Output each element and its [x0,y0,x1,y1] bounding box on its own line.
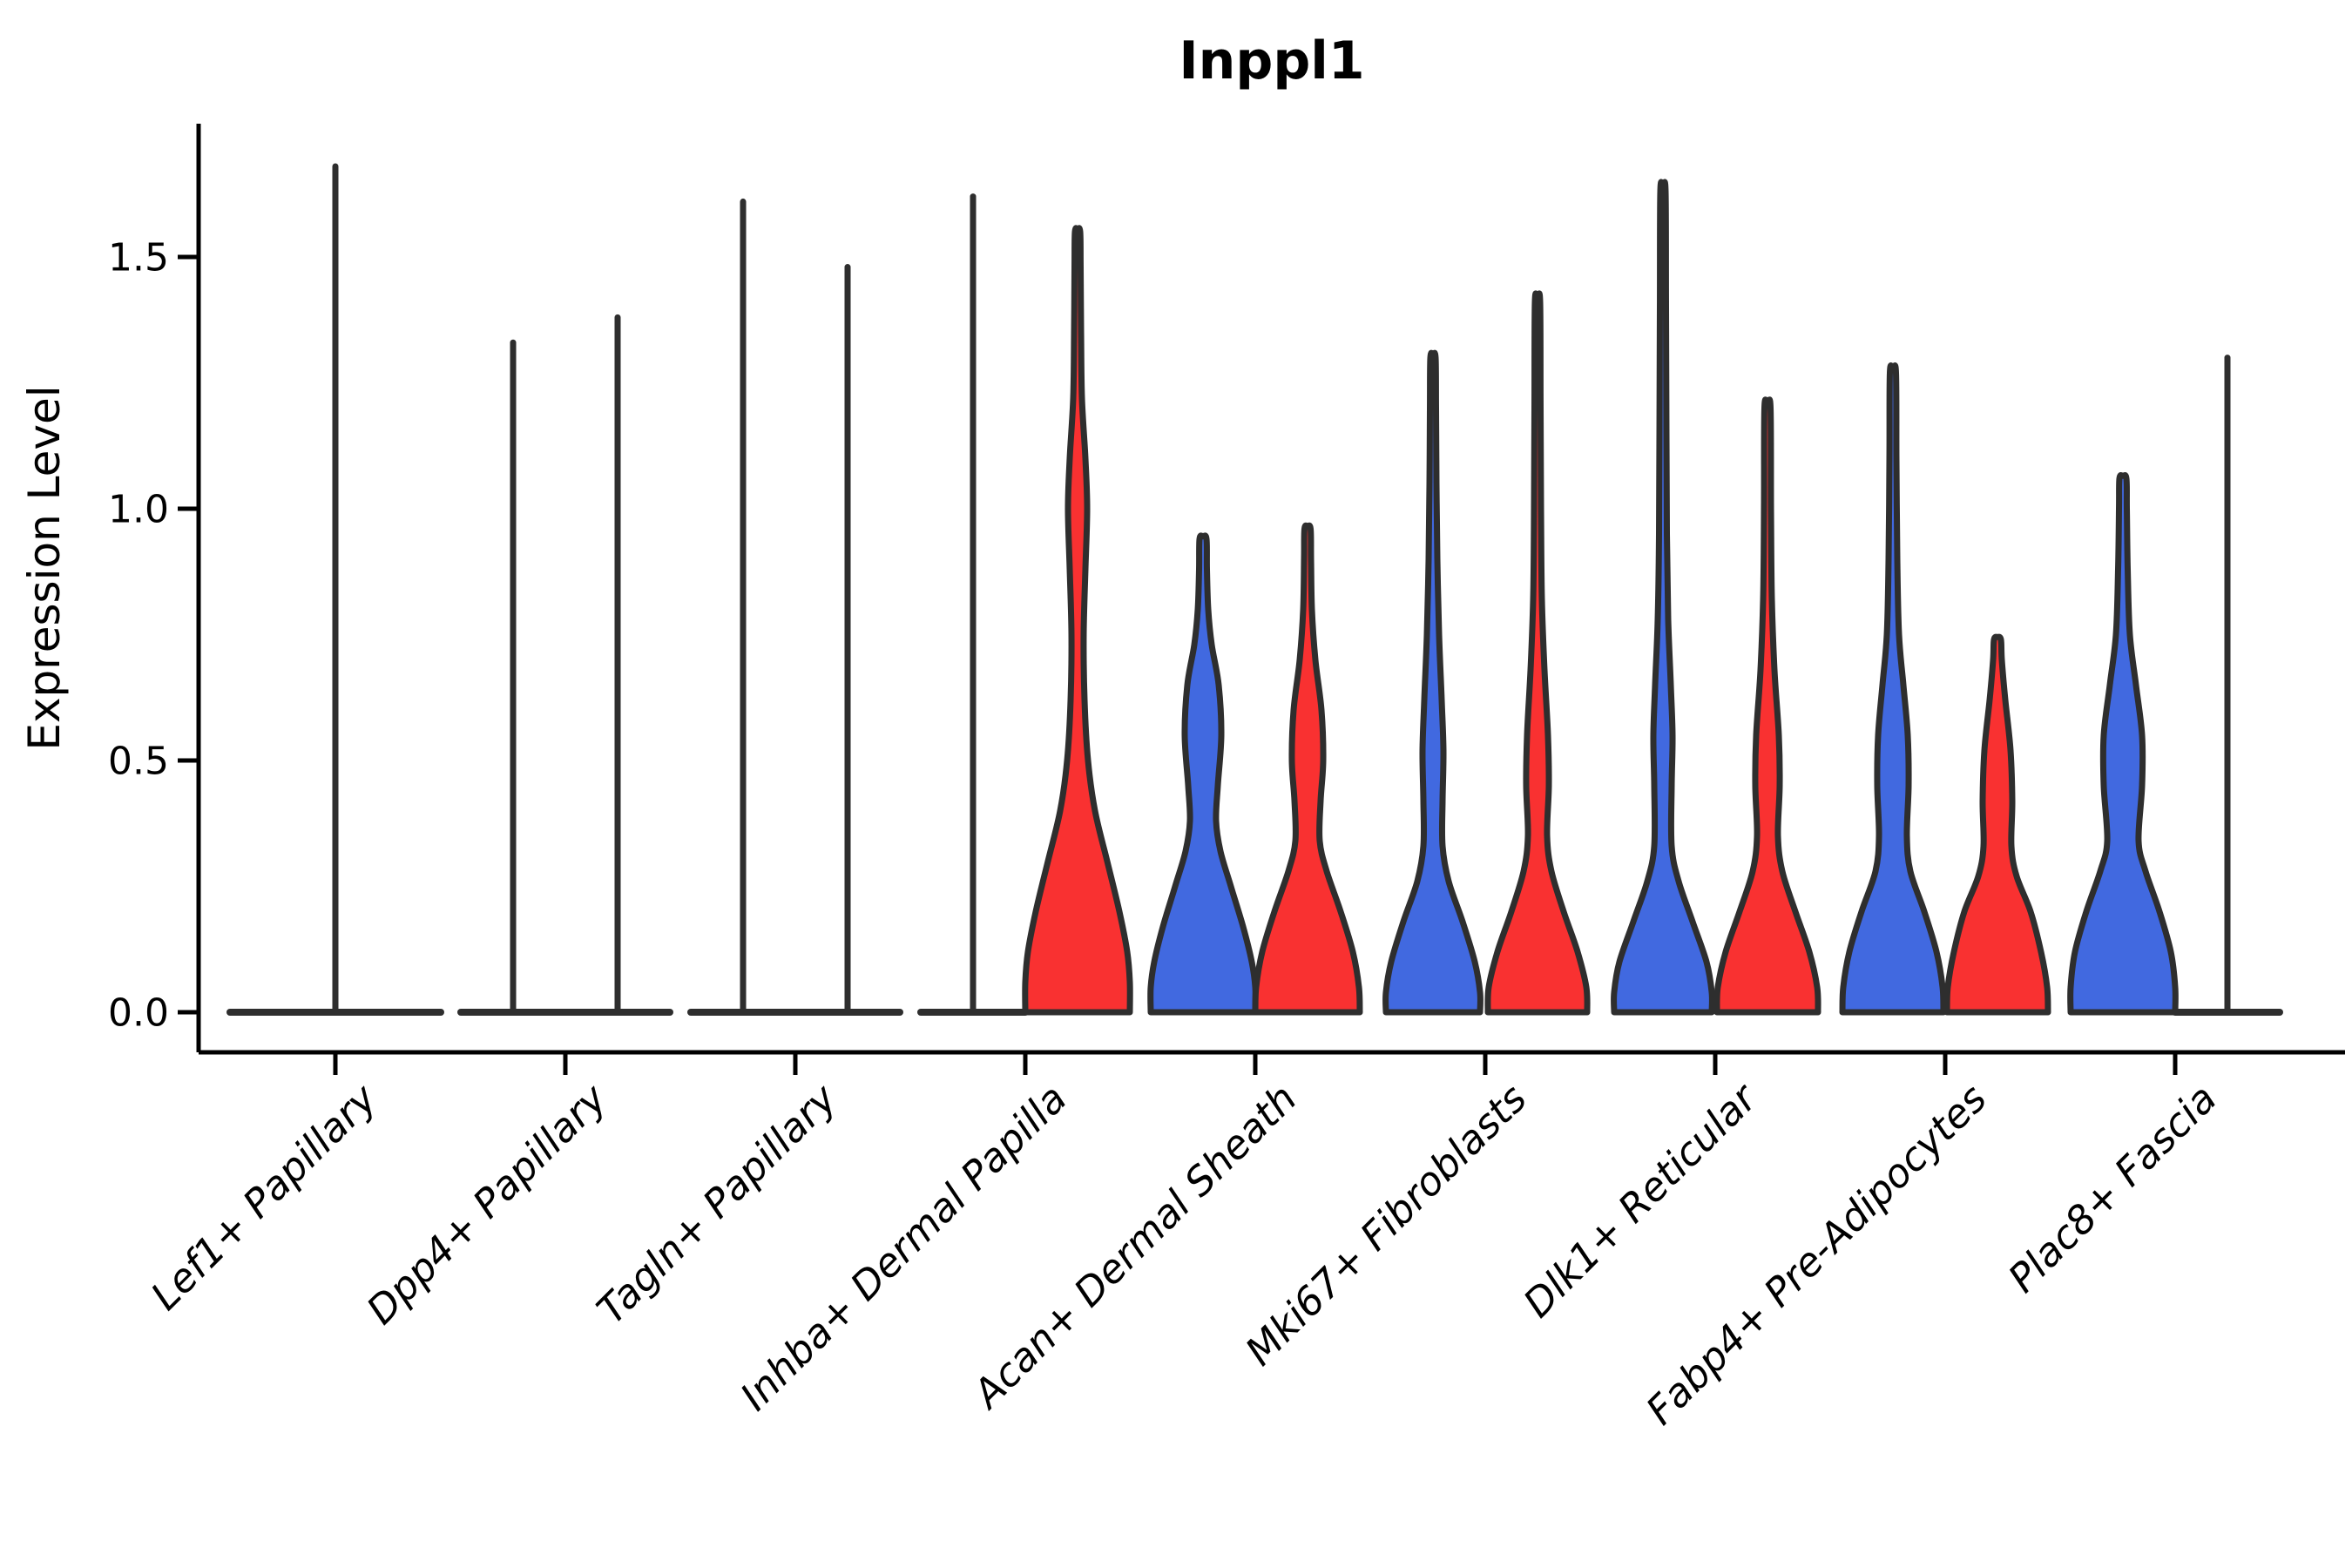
x-tick-label: Dlk1+ Reticular [1514,1074,1767,1327]
y-tick-label: 0.5 [108,739,169,783]
violin-body-blue [1839,362,1947,1016]
violin-body-red [1484,290,1591,1016]
violin-body-blue [2067,472,2179,1016]
violin-body-red [1252,522,1363,1016]
x-tick-label: Lef1+ Papillary [142,1074,387,1319]
violin-body-blue [1611,179,1715,1016]
violin-body-red [1943,633,2051,1016]
x-tick-label: Tagln+ Papillary [588,1074,847,1333]
y-tick-label: 0.0 [108,990,169,1035]
violin-body-blue [1382,349,1484,1016]
x-tick-label: Dpp4+ Papillary [358,1074,617,1333]
axes-layer: 0.0 0.5 1.0 1.5 [108,124,2345,1075]
violin-body-red [1022,225,1133,1016]
chart-title: Inppl1 [1179,30,1364,91]
violin-layer [226,163,2283,1016]
x-tick-label: Plac8+ Fascia [1999,1075,2226,1301]
y-axis-label: Expression Level [19,385,70,750]
y-tick-label: 1.5 [108,235,169,280]
y-tick-label: 1.0 [108,487,169,531]
violin-body-blue [1147,532,1259,1016]
violin-body-red [1713,396,1821,1016]
